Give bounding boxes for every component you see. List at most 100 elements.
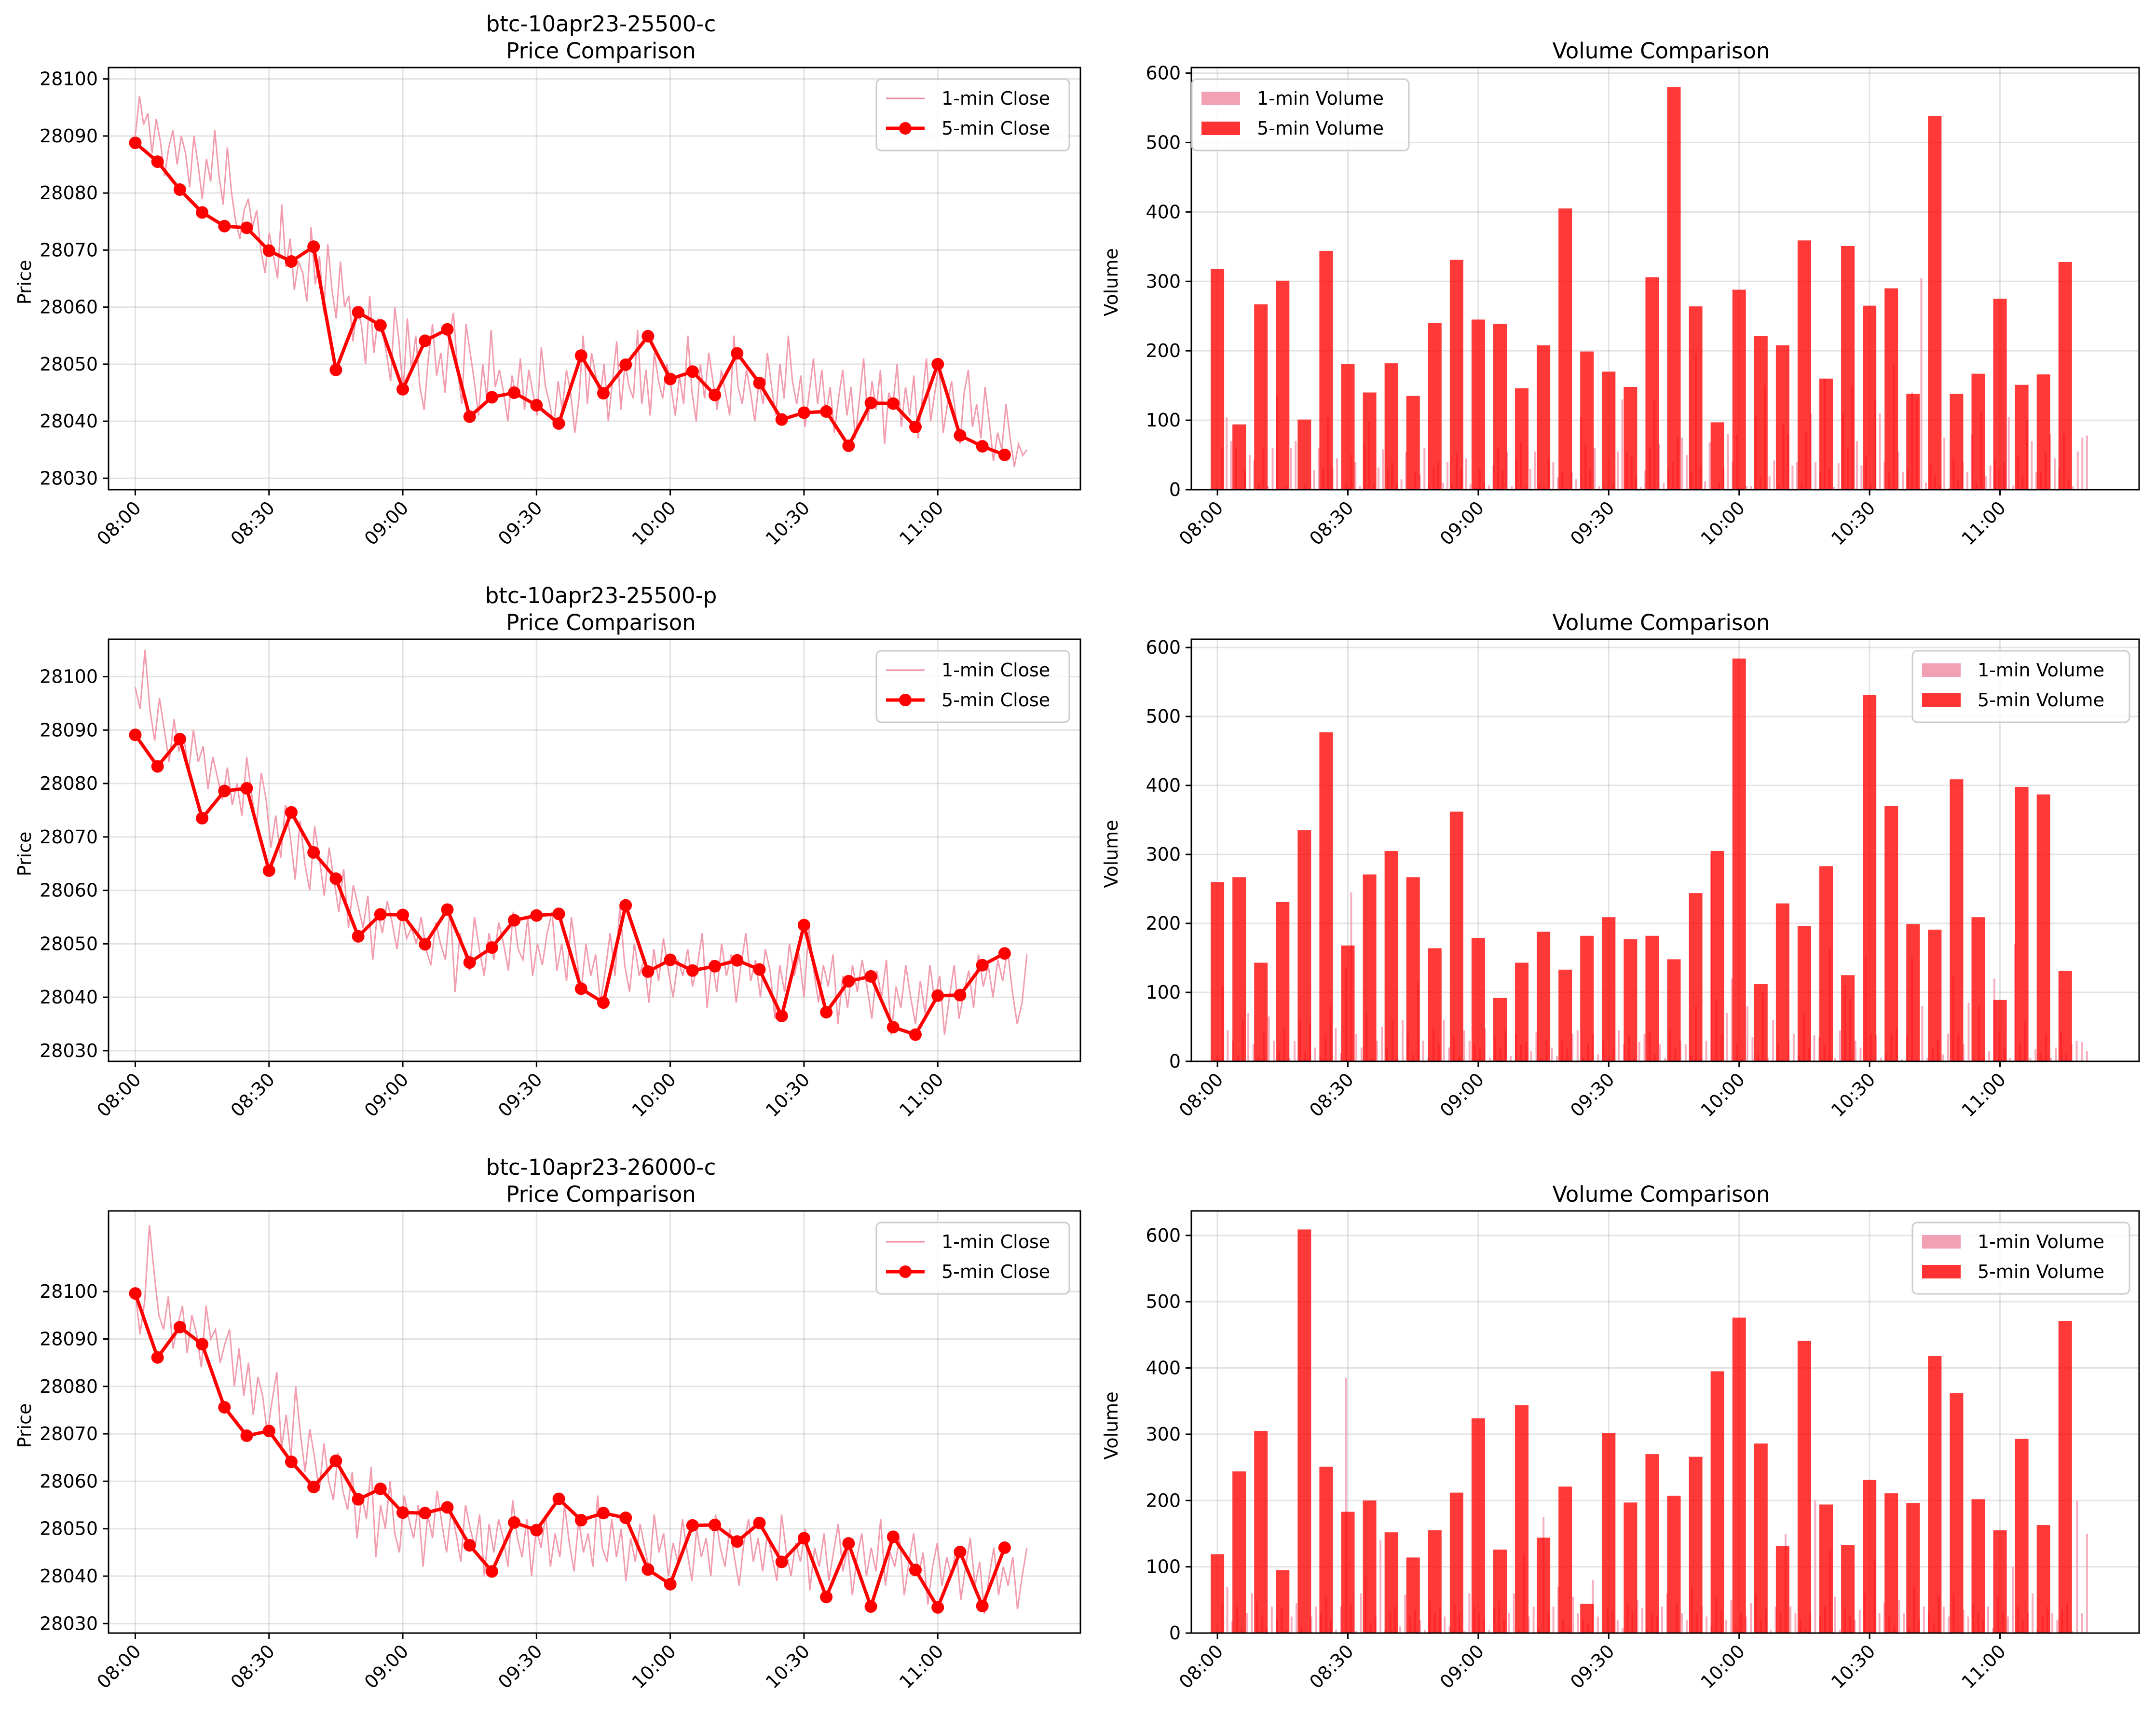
bar-1-min-volume bbox=[1510, 1056, 1512, 1061]
bar-5-min-volume bbox=[1689, 893, 1703, 1061]
bar-1-min-volume bbox=[2081, 1613, 2083, 1633]
bar-1-min-volume bbox=[2081, 1042, 2083, 1061]
y-tick-label: 28080 bbox=[40, 773, 98, 794]
bar-1-min-volume bbox=[1534, 451, 1536, 490]
y-tick-label: 400 bbox=[1146, 1358, 1181, 1379]
point-5-min-close bbox=[775, 1555, 788, 1568]
bar-5-min-volume bbox=[1884, 288, 1898, 490]
point-5-min-close bbox=[709, 388, 722, 401]
point-5-min-close bbox=[753, 1516, 766, 1529]
volume-chart-title: Volume Comparison bbox=[1552, 610, 1770, 635]
bar-1-min-volume bbox=[1597, 1616, 1599, 1633]
bar-1-min-volume bbox=[1731, 978, 1733, 1061]
y-axis-label: Price bbox=[14, 1403, 35, 1448]
axes-frame bbox=[1190, 1210, 2140, 1634]
point-5-min-close bbox=[552, 907, 565, 920]
point-5-min-close bbox=[196, 206, 209, 219]
y-tick-label: 28070 bbox=[40, 826, 98, 848]
bar-1-min-volume bbox=[1750, 1603, 1752, 1633]
panel-volume-3: Volume Comparison Volume 1-min Volume 5-… bbox=[1101, 1181, 2130, 1460]
bar-5-min-volume bbox=[1428, 323, 1442, 490]
panel-volume-2: Volume Comparison Volume 1-min Volume 5-… bbox=[1101, 610, 2130, 888]
bar-1-min-volume bbox=[1227, 1030, 1229, 1061]
y-axis-label: Price bbox=[14, 260, 35, 305]
y-tick-label: 500 bbox=[1146, 132, 1181, 153]
bar-1-min-volume bbox=[1530, 1051, 1532, 1061]
bar-1-min-volume bbox=[1789, 1607, 1792, 1633]
bar-1-min-volume bbox=[1532, 1607, 1535, 1633]
y-tick-label: 200 bbox=[1146, 913, 1181, 934]
point-5-min-close bbox=[129, 1287, 142, 1300]
bar-1-min-volume bbox=[1443, 1020, 1445, 1061]
price-chart-subtitle: Price Comparison bbox=[506, 1181, 696, 1207]
point-5-min-close bbox=[240, 221, 253, 234]
bar-1-min-volume bbox=[1552, 1607, 1555, 1633]
bar-1-min-volume bbox=[1556, 477, 1559, 490]
point-5-min-close bbox=[173, 1320, 186, 1333]
bar-1-min-volume bbox=[1598, 486, 1600, 490]
bar-1-min-volume bbox=[2035, 472, 2037, 490]
y-tick-label: 600 bbox=[1146, 637, 1181, 658]
bar-1-min-volume bbox=[2055, 1047, 2057, 1061]
bar-1-min-volume bbox=[1792, 1033, 1795, 1061]
bar-1-min-volume bbox=[1658, 444, 1660, 490]
point-5-min-close bbox=[641, 965, 655, 978]
bar-1-min-volume bbox=[1903, 1613, 1905, 1633]
point-5-min-close bbox=[820, 1591, 833, 1604]
bar-5-min-volume bbox=[1297, 1229, 1311, 1633]
y-tick-label: 28060 bbox=[40, 297, 98, 318]
bar-5-min-volume bbox=[1341, 1511, 1355, 1633]
bar-1-min-volume bbox=[1424, 1630, 1426, 1633]
bar-1-min-volume bbox=[1448, 1626, 1451, 1633]
bar-5-min-volume bbox=[1384, 1532, 1398, 1633]
bar-5-min-volume bbox=[1710, 851, 1724, 1061]
legend-label-1-min-close: 1-min Close bbox=[942, 1231, 1050, 1252]
bar-1-min-volume bbox=[1575, 479, 1578, 490]
bar-1-min-volume bbox=[1529, 468, 1531, 490]
bar-1-min-volume bbox=[1924, 482, 1927, 490]
legend-label-5-min-close: 5-min Close bbox=[942, 118, 1050, 139]
point-5-min-close bbox=[976, 1599, 989, 1612]
bar-1-min-volume bbox=[1594, 448, 1596, 490]
point-5-min-close bbox=[196, 1338, 209, 1351]
bar-1-min-volume bbox=[1681, 438, 1683, 490]
bar-1-min-volume bbox=[1920, 278, 1923, 490]
bar-1-min-volume bbox=[1730, 1600, 1733, 1633]
point-5-min-close bbox=[619, 358, 632, 371]
y-tick-label: 28050 bbox=[40, 933, 98, 954]
legend-marker-5-min-close bbox=[899, 694, 912, 706]
bar-5-min-volume bbox=[1428, 1530, 1442, 1633]
point-5-min-close bbox=[485, 941, 498, 954]
y-tick-label: 400 bbox=[1146, 775, 1181, 796]
point-5-min-close bbox=[664, 1578, 677, 1591]
bar-5-min-volume bbox=[1493, 998, 1507, 1061]
bar-5-min-volume bbox=[1602, 371, 1616, 490]
bar-1-min-volume bbox=[1880, 1058, 1883, 1061]
y-tick-label: 200 bbox=[1146, 1490, 1181, 1511]
point-5-min-close bbox=[508, 1516, 521, 1529]
y-axis-label: Volume bbox=[1101, 1391, 1122, 1459]
bar-1-min-volume bbox=[1854, 1620, 1856, 1633]
point-5-min-close bbox=[441, 1501, 454, 1514]
bar-1-min-volume bbox=[1335, 1630, 1337, 1633]
bar-1-min-volume bbox=[2076, 1500, 2078, 1633]
point-5-min-close bbox=[664, 372, 677, 385]
bar-1-min-volume bbox=[1288, 1058, 1291, 1061]
y-tick-label: 500 bbox=[1146, 1291, 1181, 1312]
point-5-min-close bbox=[731, 1535, 744, 1548]
bar-1-min-volume bbox=[2008, 1058, 2011, 1061]
bar-1-min-volume bbox=[1708, 442, 1711, 490]
bar-5-min-volume bbox=[1363, 1500, 1377, 1633]
bar-5-min-volume bbox=[1841, 975, 1855, 1061]
bar-5-min-volume bbox=[1449, 260, 1463, 490]
bar-1-min-volume bbox=[1463, 1030, 1466, 1061]
point-5-min-close bbox=[285, 255, 298, 268]
point-5-min-close bbox=[686, 365, 699, 378]
bar-1-min-volume bbox=[1967, 1616, 1970, 1633]
legend-label-1-min-close: 1-min Close bbox=[942, 659, 1050, 681]
bar-1-min-volume bbox=[1727, 434, 1729, 490]
bar-5-min-volume bbox=[2058, 261, 2072, 490]
point-5-min-close bbox=[709, 960, 722, 973]
point-5-min-close bbox=[151, 155, 164, 168]
bar-5-min-volume bbox=[1645, 935, 1659, 1061]
